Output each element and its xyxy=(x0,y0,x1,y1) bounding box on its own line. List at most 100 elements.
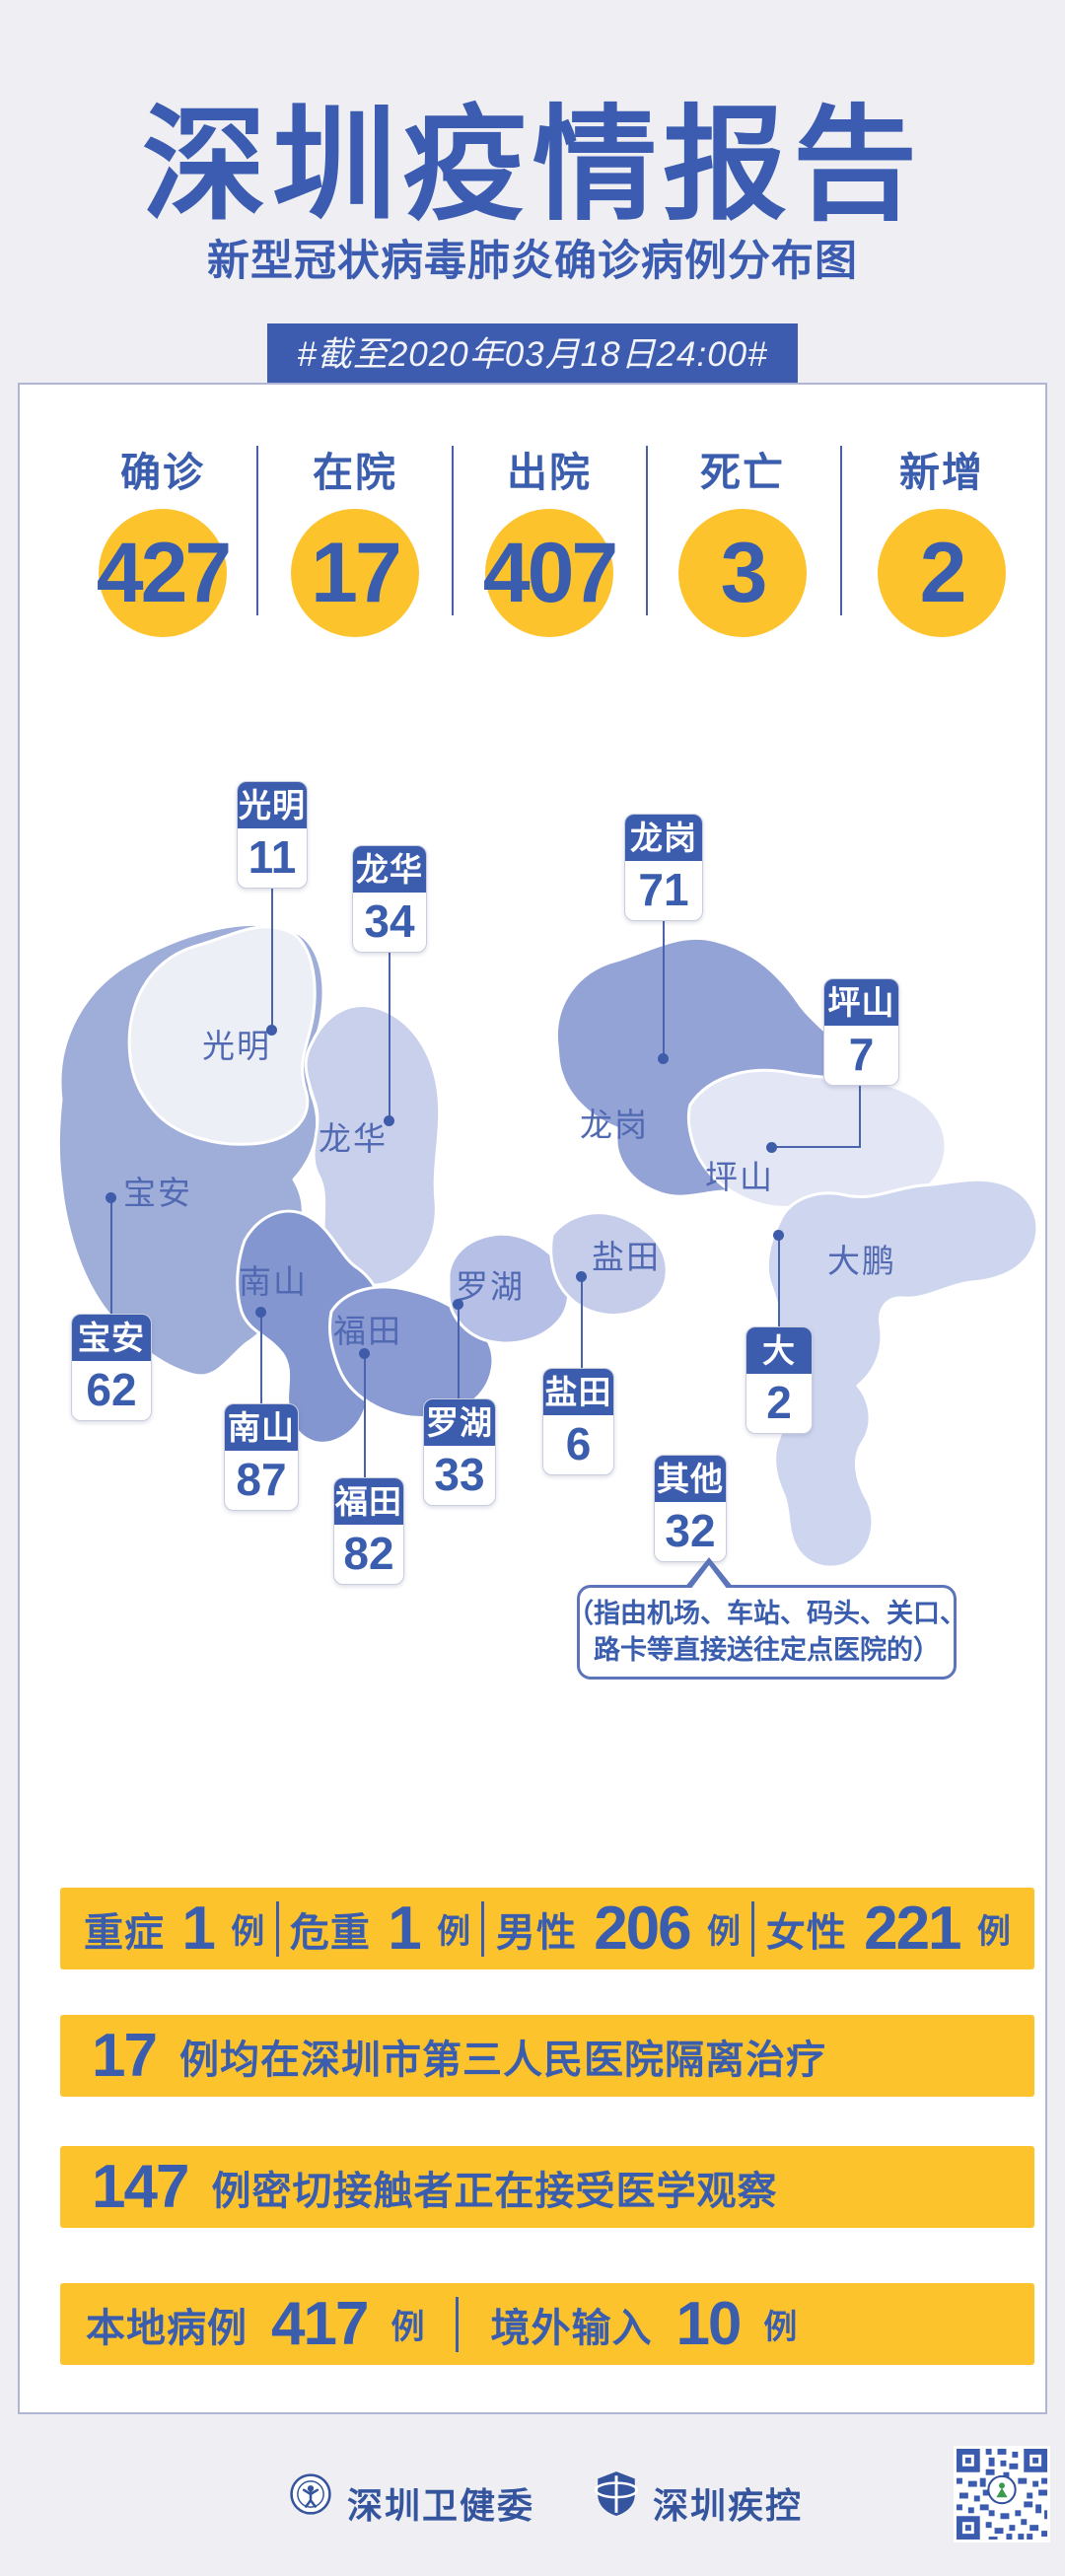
bar-unit: 例 xyxy=(763,2309,798,2346)
main-card xyxy=(18,383,1047,2414)
divider xyxy=(256,446,258,615)
connector-dot xyxy=(384,1115,394,1126)
callout-luohu: 罗湖 33 xyxy=(423,1398,496,1506)
cdc-logo-icon xyxy=(594,2471,639,2516)
other-note-bubble: （指由机场、车站、码头、关口、 路卡等直接送往定点医院的） xyxy=(567,1585,966,1680)
map-label-nanshan: 南山 xyxy=(239,1263,308,1300)
stat-confirmed: 确诊 427 xyxy=(54,439,271,637)
connector-dot xyxy=(359,1348,370,1359)
connector-line xyxy=(260,1312,262,1403)
connector-dot xyxy=(266,1025,277,1036)
divider xyxy=(840,446,842,615)
callout-cases: 82 xyxy=(343,1528,394,1579)
bar-value: 417 xyxy=(271,2290,369,2358)
connector-dot xyxy=(106,1192,116,1203)
map-label-baoan: 宝安 xyxy=(123,1175,192,1211)
page-subtitle: 新型冠状病毒肺炎确诊病例分布图 xyxy=(207,238,858,285)
bar-text: 例密切接触者正在接受医学观察 xyxy=(211,2169,778,2213)
stat-value: 2 xyxy=(919,525,967,620)
bar-label: 男性 xyxy=(495,1910,577,1955)
connector-dot xyxy=(766,1142,777,1153)
summary-bar-hospital: 17 例均在深圳市第三人民医院隔离治疗 xyxy=(60,2015,1034,2097)
date-banner-row: #截至2020年03月18日24:00# xyxy=(0,323,1065,383)
stat-label: 在院 xyxy=(313,450,397,495)
connector-line xyxy=(581,1276,583,1368)
bar-label: 女性 xyxy=(765,1910,847,1955)
callout-district: 大鹏 xyxy=(746,1327,812,1416)
stat-badge: 427 xyxy=(96,509,232,637)
stat-label: 出院 xyxy=(507,450,592,495)
callout-district: 福田 xyxy=(334,1478,403,1525)
bar-unit: 例 xyxy=(390,2309,425,2346)
page-title: 深圳疫情报告 xyxy=(142,96,923,235)
map-label-futian: 福田 xyxy=(333,1313,402,1349)
callout-district: 罗湖 xyxy=(424,1399,495,1446)
bar-unit: 例 xyxy=(707,1913,742,1951)
callout-cases: 71 xyxy=(638,864,689,915)
connector-line xyxy=(364,1353,366,1477)
callout-cases: 33 xyxy=(434,1449,485,1500)
callout-district: 坪山 xyxy=(824,979,898,1026)
stat-badge: 3 xyxy=(678,509,807,637)
callout-district: 光明 xyxy=(238,782,307,828)
note-line-2: 路卡等直接送往定点医院的） xyxy=(594,1635,940,1665)
bar-text: 例均在深圳市第三人民医院隔离治疗 xyxy=(178,2038,826,2082)
callout-cases: 34 xyxy=(364,895,415,947)
bar-unit: 例 xyxy=(231,1913,265,1951)
callout-cases: 6 xyxy=(565,1418,592,1469)
connector-dot xyxy=(658,1053,669,1064)
bar-label: 危重 xyxy=(289,1910,371,1955)
stat-badge: 2 xyxy=(878,509,1006,637)
callout-district: 其他 xyxy=(655,1456,726,1502)
bar-value: 1 xyxy=(181,1895,216,1963)
map-label-longgang: 龙岗 xyxy=(580,1107,649,1143)
stat-badge: 407 xyxy=(483,509,618,637)
summary-bar-origin: 本地病例 417 例 境外输入 10 例 xyxy=(60,2283,1034,2365)
connector-dot xyxy=(576,1271,587,1282)
divider xyxy=(646,446,648,615)
bar-value: 10 xyxy=(675,2290,742,2358)
map-label-yantian: 盐田 xyxy=(592,1239,661,1275)
callout-pingshan: 坪山 7 xyxy=(823,978,899,1086)
qr-code xyxy=(954,2446,1050,2542)
connector-dot xyxy=(773,1230,784,1241)
callout-futian: 福田 82 xyxy=(333,1477,404,1585)
callout-other: 其他 32 xyxy=(654,1455,727,1562)
divider xyxy=(456,2296,460,2352)
connector-dot xyxy=(453,1299,463,1310)
divider xyxy=(452,446,454,615)
callout-nanshan: 南山 87 xyxy=(224,1403,299,1511)
callout-longhua: 龙华 34 xyxy=(352,845,427,953)
stat-label: 新增 xyxy=(899,450,984,495)
bar-value: 206 xyxy=(594,1895,691,1963)
bar-value: 221 xyxy=(864,1895,961,1963)
callout-cases: 7 xyxy=(848,1029,875,1080)
callout-district: 宝安 xyxy=(72,1315,151,1361)
stat-label: 死亡 xyxy=(700,450,785,495)
callout-longgang: 龙岗 71 xyxy=(624,814,703,921)
bar-label: 本地病例 xyxy=(86,2306,248,2350)
connector-line xyxy=(271,886,273,1030)
bar-label: 境外输入 xyxy=(490,2306,653,2350)
org1-name: 深圳卫健委 xyxy=(347,2485,535,2526)
org2-name: 深圳疾控 xyxy=(653,2485,804,2526)
divider xyxy=(751,1900,755,1957)
callout-district: 龙华 xyxy=(353,846,426,893)
connector-line xyxy=(859,1084,861,1148)
connector-line xyxy=(771,1146,861,1148)
stat-value: 427 xyxy=(96,525,232,620)
callout-cases: 87 xyxy=(236,1454,287,1505)
divider xyxy=(481,1900,485,1957)
map-label-guangming: 光明 xyxy=(202,1028,271,1064)
callout-district: 盐田 xyxy=(543,1369,613,1415)
map-label-longhua: 龙华 xyxy=(319,1120,388,1157)
bar-value: 147 xyxy=(92,2153,189,2221)
note-line-1: （指由机场、车站、码头、关口、 xyxy=(567,1599,966,1628)
callout-yantian: 盐田 6 xyxy=(542,1368,614,1475)
callout-cases: 11 xyxy=(248,831,297,883)
connector-line xyxy=(458,1304,460,1398)
note-pointer-fill xyxy=(690,1565,728,1590)
date-banner: #截至2020年03月18日24:00# xyxy=(267,323,798,383)
callout-district: 龙岗 xyxy=(625,815,702,861)
stat-badge: 17 xyxy=(291,509,419,637)
